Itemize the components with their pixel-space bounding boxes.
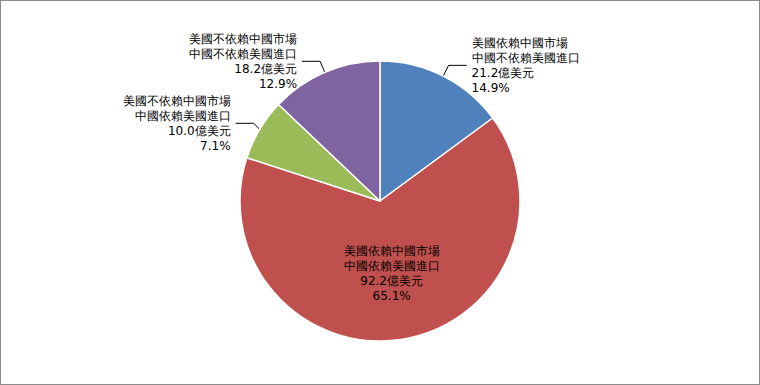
svg-text:美國不依賴中國市場: 美國不依賴中國市場 [189,32,297,46]
svg-text:21.2億美元: 21.2億美元 [472,66,535,80]
svg-text:中國不依賴美國進口: 中國不依賴美國進口 [472,51,580,65]
svg-text:65.1%: 65.1% [373,289,411,303]
svg-text:美國依賴中國市場: 美國依賴中國市場 [472,36,568,50]
svg-text:10.0億美元: 10.0億美元 [168,124,231,138]
svg-text:中國依賴美國進口: 中國依賴美國進口 [135,109,231,123]
svg-text:12.9%: 12.9% [259,77,297,91]
svg-text:92.2億美元: 92.2億美元 [360,274,423,288]
svg-text:18.2億美元: 18.2億美元 [234,62,297,76]
svg-text:美國不依賴中國市場: 美國不依賴中國市場 [123,94,231,108]
svg-text:中國不依賴美國進口: 中國不依賴美國進口 [189,47,297,61]
svg-text:14.9%: 14.9% [472,81,510,95]
svg-text:中國依賴美國進口: 中國依賴美國進口 [344,259,440,273]
svg-text:7.1%: 7.1% [200,139,231,153]
svg-text:美國依賴中國市場: 美國依賴中國市場 [344,244,440,258]
